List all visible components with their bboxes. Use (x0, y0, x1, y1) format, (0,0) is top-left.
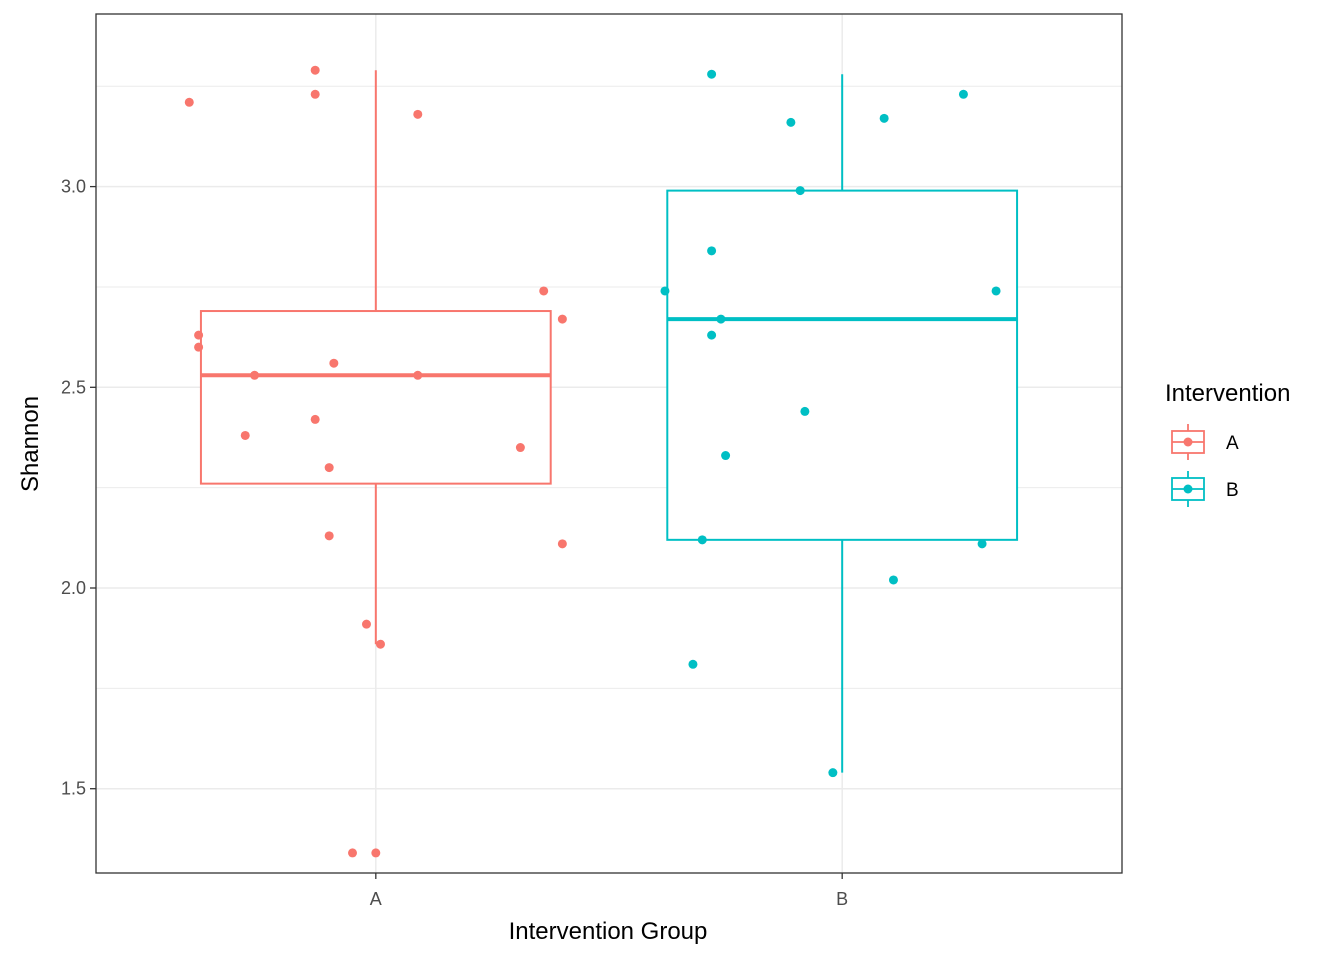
data-point (977, 539, 987, 549)
data-point (375, 639, 385, 649)
data-point (721, 451, 731, 461)
data-point (515, 443, 525, 453)
legend: Intervention A B (1165, 380, 1290, 507)
x-axis-title: Intervention Group (509, 918, 708, 945)
data-point (310, 89, 320, 99)
data-point (958, 89, 968, 99)
y-tick-label: 1.5 (61, 779, 86, 799)
data-point (660, 286, 670, 296)
data-point (707, 69, 717, 79)
legend-label: B (1226, 480, 1239, 501)
data-point (348, 848, 357, 858)
data-point (324, 531, 334, 541)
panel-border (95, 13, 1123, 874)
data-point (329, 358, 339, 368)
x-tick-label: A (370, 889, 382, 909)
boxplots (199, 70, 1019, 773)
legend-title: Intervention (1165, 380, 1290, 407)
data-point (557, 539, 567, 549)
data-point (194, 342, 204, 352)
data-point (795, 186, 805, 196)
data-point (361, 619, 371, 629)
data-point (240, 430, 250, 440)
data-point (697, 535, 707, 545)
data-point (991, 286, 1001, 296)
y-axis: 1.5 2.0 2.5 3.0 (61, 177, 96, 799)
data-point (879, 113, 889, 123)
iqr-box (199, 310, 552, 485)
data-point (194, 330, 204, 340)
data-point (413, 109, 423, 119)
data-point (413, 370, 423, 380)
data-point (707, 246, 717, 256)
data-point (184, 97, 194, 107)
data-point (310, 65, 320, 75)
legend-label: A (1226, 433, 1239, 454)
data-point (800, 406, 810, 416)
data-point (688, 659, 698, 669)
y-tick-label: 3.0 (61, 177, 86, 197)
data-point (707, 330, 717, 340)
data-point (539, 286, 549, 296)
jitter-points (184, 65, 1001, 858)
data-point (557, 314, 567, 324)
data-point (888, 575, 898, 585)
y-tick-label: 2.0 (61, 578, 86, 598)
data-point (371, 848, 381, 858)
data-point (310, 414, 320, 424)
legend-key-point (1183, 484, 1193, 494)
y-axis-title: Shannon (17, 396, 44, 492)
y-tick-label: 2.5 (61, 377, 86, 397)
legend-key-point (1183, 437, 1193, 447)
data-point (250, 370, 260, 380)
x-tick-label: B (836, 889, 848, 909)
data-point (786, 117, 796, 127)
data-point (828, 768, 838, 778)
iqr-box (666, 189, 1019, 541)
data-point (716, 314, 726, 324)
data-point (324, 463, 334, 473)
